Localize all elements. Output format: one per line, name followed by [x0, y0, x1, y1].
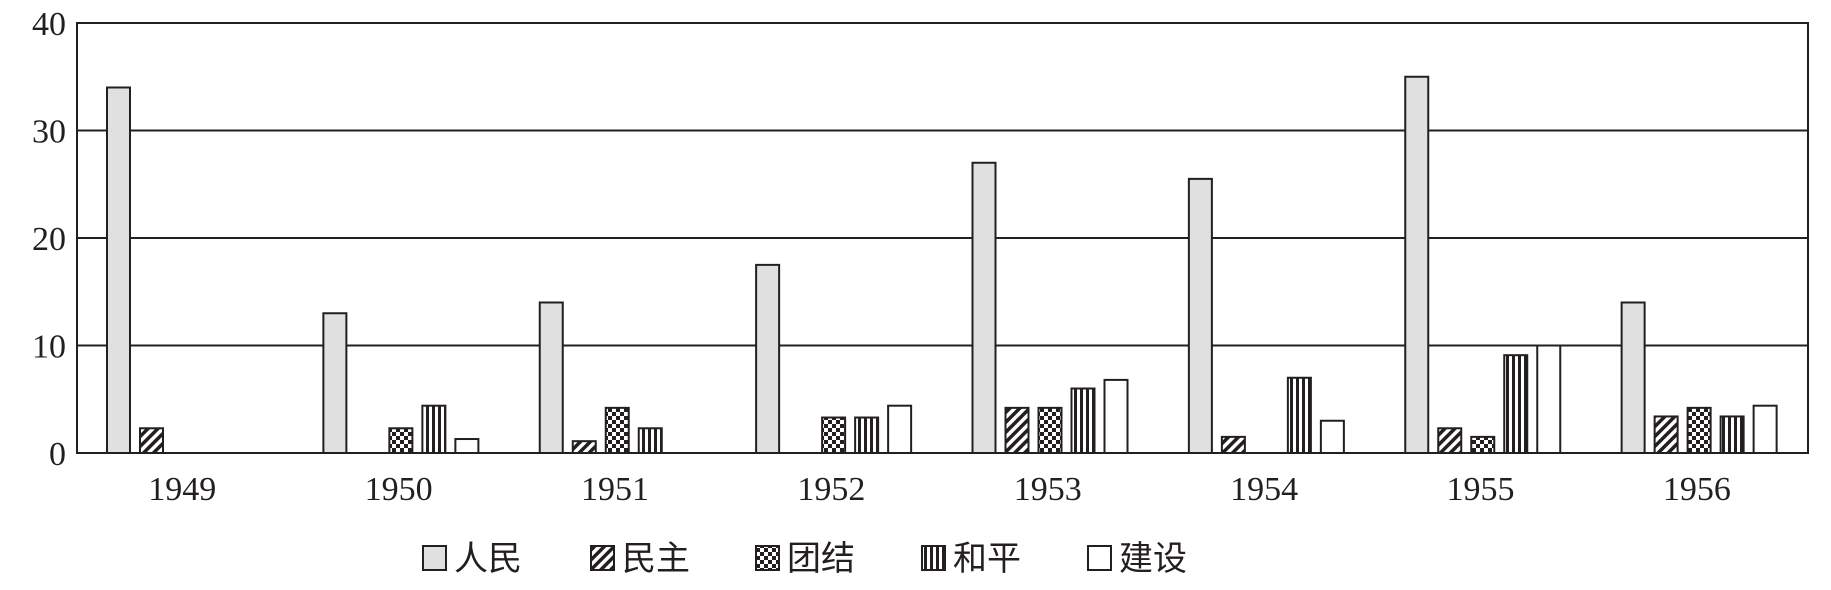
legend-swatch-和平: [921, 545, 946, 571]
x-tick-label: 1955: [1446, 471, 1514, 508]
bar-1953-民主: [1004, 406, 1030, 455]
bar-1951-人民: [538, 301, 564, 454]
bar-1956-民主: [1653, 415, 1679, 455]
legend-label: 团结: [787, 539, 855, 579]
bar-1952-建设: [887, 404, 913, 455]
bar-1952-和平: [854, 416, 880, 454]
bar-1951-团结: [604, 406, 630, 455]
plot-frame: [76, 22, 1809, 454]
bar-1953-建设: [1103, 378, 1129, 454]
bar-1955-人民: [1404, 75, 1430, 454]
bar-1955-民主: [1437, 427, 1463, 454]
bar-1950-人民: [322, 312, 348, 454]
y-tick-label: 0: [49, 436, 66, 473]
legend: 人民 民主 团结 和平 建设: [422, 539, 1187, 579]
y-tick-label: 30: [32, 114, 66, 151]
bar-1952-团结: [821, 416, 847, 454]
legend-swatch-团结: [755, 545, 780, 571]
bar-1955-建设: [1536, 344, 1562, 454]
x-tick-label: 1949: [148, 471, 216, 508]
x-tick-label: 1952: [797, 471, 865, 508]
bar-1953-人民: [971, 161, 997, 454]
bar-1956-团结: [1686, 406, 1712, 455]
bars: [106, 75, 1778, 455]
bar-1953-和平: [1070, 387, 1096, 454]
gridlines: [77, 129, 1808, 347]
bar-1955-团结: [1470, 435, 1496, 454]
bar-1954-建设: [1319, 419, 1345, 454]
legend-label: 民主: [622, 539, 690, 579]
bar-1951-民主: [571, 440, 597, 454]
legend-swatch-建设: [1087, 545, 1112, 571]
legend-label: 人民: [454, 539, 522, 579]
bar-1956-人民: [1620, 301, 1646, 454]
bar-1949-民主: [139, 427, 164, 454]
bar-1952-人民: [755, 263, 781, 454]
x-tick-label: 1956: [1663, 471, 1731, 508]
x-tick-label: 1954: [1230, 471, 1298, 508]
x-tick-label: 1951: [581, 471, 649, 508]
bar-1949-人民: [106, 86, 131, 454]
y-tick-label: 20: [32, 221, 66, 258]
bar-1954-人民: [1187, 177, 1213, 454]
bar-1954-民主: [1220, 435, 1246, 454]
x-tick-label: 1950: [365, 471, 433, 508]
legend-swatch-人民: [422, 545, 447, 571]
bar-1956-建设: [1752, 404, 1778, 455]
bar-1950-建设: [454, 438, 480, 454]
bar-1950-团结: [388, 427, 414, 454]
legend-label: 和平: [953, 539, 1021, 579]
legend-swatch-民主: [590, 545, 615, 571]
bar-1951-和平: [637, 427, 663, 454]
bar-1953-团结: [1037, 406, 1063, 455]
legend-label: 建设: [1119, 539, 1187, 579]
axes: 0 10 20 30 40 1949 1950 1951 1952 1953 1954 1955 195…: [32, 6, 1809, 508]
bar-1955-和平: [1503, 354, 1529, 454]
y-tick-label: 10: [32, 329, 66, 366]
bar-1950-和平: [421, 404, 447, 455]
bar-1954-和平: [1286, 376, 1312, 454]
x-tick-label: 1953: [1014, 471, 1082, 508]
bar-1956-和平: [1719, 415, 1745, 455]
y-tick-label: 40: [32, 6, 66, 43]
